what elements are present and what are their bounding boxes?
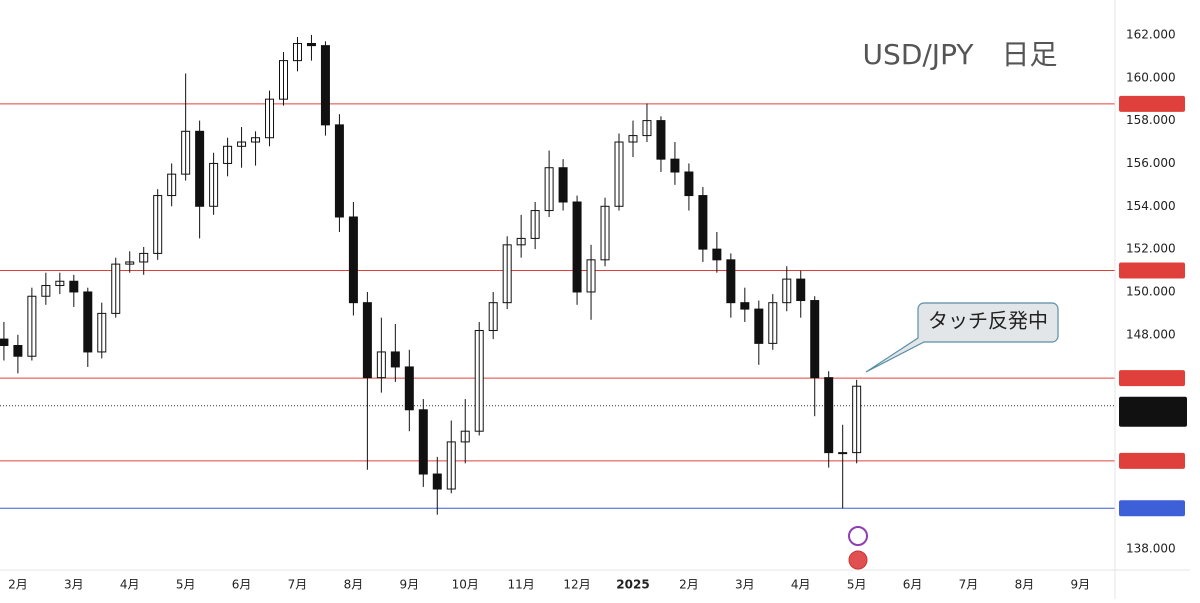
x-tick-label: 8月 [344, 578, 364, 592]
x-tick-label: 12月 [563, 578, 590, 592]
x-tick-label: 4月 [791, 578, 811, 592]
level-tag [1119, 452, 1185, 469]
y-tick-label: 160.000 [1126, 70, 1176, 84]
x-tick-label: 2025 [616, 578, 649, 592]
x-tick-label: 11月 [508, 578, 535, 592]
level-tag [1119, 95, 1185, 112]
callout [865, 302, 1059, 373]
x-tick-label: 4月 [120, 578, 140, 592]
x-tick-label: 2月 [8, 578, 28, 592]
y-tick-label: 138.000 [1126, 542, 1176, 556]
level-tag [1119, 370, 1185, 387]
x-tick-label: 9月 [1071, 578, 1091, 592]
level-tag [1119, 262, 1185, 279]
x-tick-label: 9月 [399, 578, 419, 592]
x-tick-label: 10月 [452, 578, 479, 592]
chart-title: USD/JPY 日足 [863, 38, 1058, 71]
x-tick-label: 7月 [288, 578, 308, 592]
x-tick-label: 5月 [176, 578, 196, 592]
annotation: タッチ反発中 [928, 309, 1048, 333]
x-tick-label: 8月 [1015, 578, 1035, 592]
x-tick-label: 7月 [959, 578, 979, 592]
y-tick-label: 150.000 [1126, 284, 1176, 298]
x-tick-label: 3月 [64, 578, 84, 592]
x-tick-label: 6月 [232, 578, 252, 592]
x-tick-label: 2月 [679, 578, 699, 592]
y-tick-label: 154.000 [1126, 199, 1176, 213]
level-tag [1119, 500, 1185, 517]
x-tick-label: 6月 [903, 578, 923, 592]
y-tick-label: 156.000 [1126, 156, 1176, 170]
y-tick-label: 148.000 [1126, 327, 1176, 341]
x-tick-label: 5月 [847, 578, 867, 592]
y-tick-label: 158.000 [1126, 113, 1176, 127]
y-tick-label: 152.000 [1126, 242, 1176, 256]
price-tag [1119, 396, 1187, 427]
event-icon[interactable] [848, 526, 868, 546]
y-tick-label: 162.000 [1126, 27, 1176, 41]
flag-icon[interactable] [848, 550, 868, 570]
x-tick-label: 3月 [735, 578, 755, 592]
